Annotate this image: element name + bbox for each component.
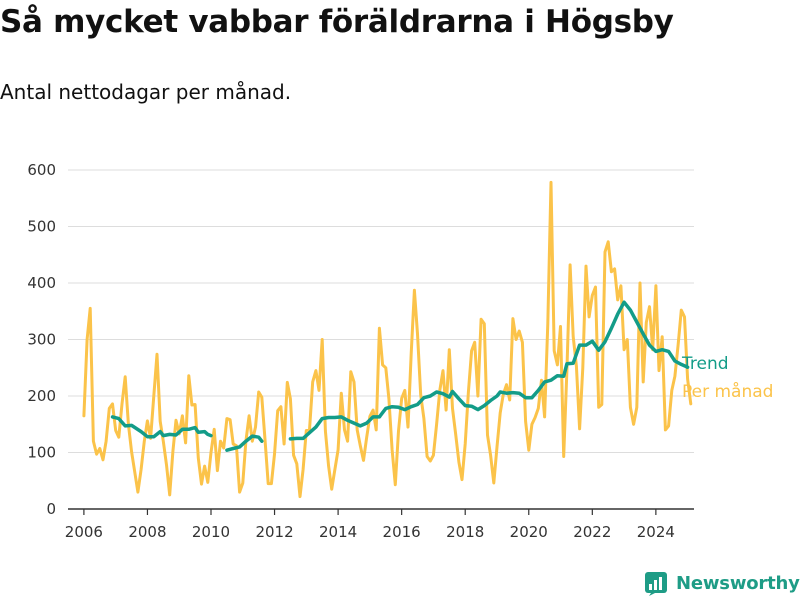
x-tick-label: 2022	[573, 523, 611, 541]
x-tick-label: 2010	[192, 523, 230, 541]
x-tick-label: 2024	[637, 523, 675, 541]
x-tick-label: 2008	[128, 523, 166, 541]
line-chart: 0 100 200 300 400 500 600 2006 2008 2010 2012 2014…	[27, 161, 773, 541]
x-axis: 2006 2008 2010 2012 2014 2016 2018 2020 2022 2024	[65, 508, 694, 541]
x-tick-label: 2014	[319, 523, 357, 541]
x-tick-label: 2020	[510, 523, 548, 541]
x-tick-label: 2018	[446, 523, 484, 541]
y-axis-ticks: 0 100 200 300 400 500 600	[27, 161, 56, 518]
series-labels: Trend Per månad	[681, 354, 773, 402]
chart-title: Så mycket vabbar föräldrarna i Högsby	[0, 4, 674, 40]
newsworthy-logo: Newsworthy	[644, 570, 800, 596]
y-tick-label: 300	[27, 331, 56, 349]
gridlines	[68, 169, 694, 453]
plot-lines	[82, 180, 693, 499]
y-tick-label: 0	[46, 500, 56, 518]
series-line-trend	[288, 300, 690, 441]
newsworthy-logo-icon	[645, 572, 667, 596]
brand-name: Newsworthy	[676, 572, 800, 594]
x-tick-label: 2016	[383, 523, 421, 541]
x-tick-label: 2012	[255, 523, 293, 541]
series-line-trend	[110, 415, 213, 439]
y-tick-label: 500	[27, 218, 56, 236]
series-line-per-manad	[82, 180, 693, 499]
x-tick-label: 2006	[65, 523, 103, 541]
series-line-trend	[225, 434, 264, 452]
y-tick-label: 100	[27, 444, 56, 462]
series-label-trend: Trend	[681, 354, 729, 374]
chart-subtitle: Antal nettodagar per månad.	[0, 80, 292, 104]
y-tick-label: 600	[27, 161, 56, 179]
y-tick-label: 200	[27, 387, 56, 405]
y-tick-label: 400	[27, 274, 56, 292]
series-label-per-manad: Per månad	[682, 381, 773, 402]
